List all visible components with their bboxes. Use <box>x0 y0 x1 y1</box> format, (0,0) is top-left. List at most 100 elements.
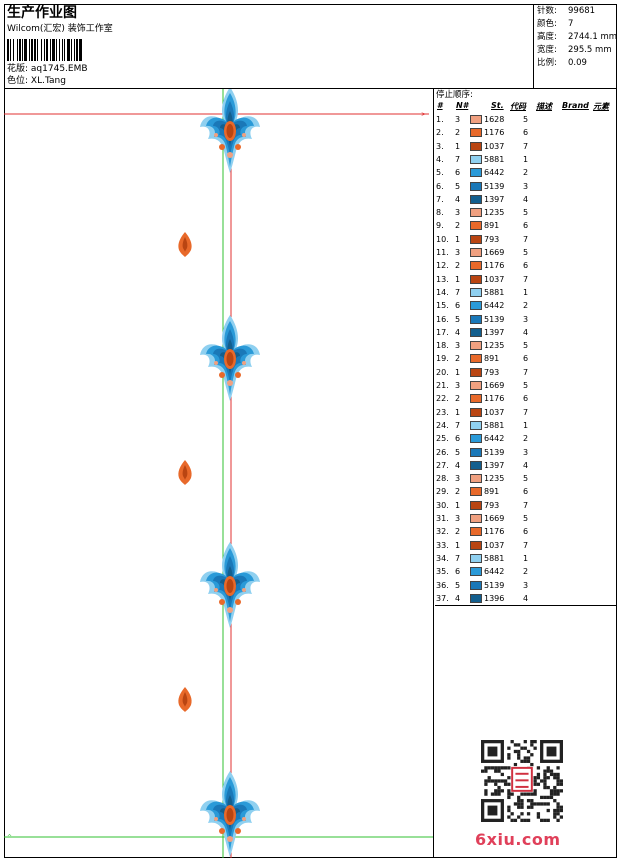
stop-code: 4 <box>523 327 529 337</box>
stop-needle: 4 <box>455 327 461 337</box>
stop-stitches: 891 <box>484 487 500 497</box>
stop-stitches: 891 <box>484 221 500 231</box>
stop-row: 7. 4 1397 4 <box>435 193 615 206</box>
stop-stitches: 1037 <box>484 274 505 284</box>
stop-needle: 6 <box>455 301 461 311</box>
thread-swatch <box>470 593 482 603</box>
stop-stitches: 6442 <box>484 168 505 178</box>
stop-index: 16. <box>436 314 449 324</box>
thread-swatch <box>470 407 482 417</box>
stop-index: 20. <box>436 367 449 377</box>
col-code: 代码 <box>510 102 526 111</box>
stop-stitches: 5881 <box>484 420 505 430</box>
stop-row: 33. 1 1037 7 <box>435 539 615 552</box>
stop-code: 2 <box>523 168 529 178</box>
stop-needle: 2 <box>455 354 461 364</box>
design-stats: 针数: 99681 颜色: 7 高度: 2744.1 mm 宽度: 295.5 mm 比… <box>535 4 617 89</box>
barcode-bar <box>44 39 45 61</box>
stop-stitches: 793 <box>484 367 500 377</box>
stop-stitches: 1397 <box>484 194 505 204</box>
barcode-bar <box>74 39 75 61</box>
stop-row: 32. 2 1176 6 <box>435 525 615 538</box>
stop-needle: 7 <box>455 553 461 563</box>
thread-swatch <box>470 261 482 271</box>
stop-code: 7 <box>523 500 529 510</box>
stop-code: 2 <box>523 434 529 444</box>
stop-stitches: 5139 <box>484 314 505 324</box>
stop-row: 34. 7 5881 1 <box>435 552 615 565</box>
thread-swatch <box>470 420 482 430</box>
stop-stitches: 1397 <box>484 460 505 470</box>
thread-swatch <box>470 540 482 550</box>
stop-index: 15. <box>436 301 449 311</box>
stop-stitches: 1628 <box>484 115 505 124</box>
stop-sequence-heading: 停止顺序: <box>436 90 473 100</box>
stop-code: 5 <box>523 341 529 351</box>
stop-stitches: 5881 <box>484 154 505 164</box>
stop-row: 14. 7 5881 1 <box>435 286 615 299</box>
stop-row: 1. 3 1628 5 <box>435 113 615 126</box>
stop-stitches: 1235 <box>484 208 505 218</box>
thread-swatch <box>470 301 482 311</box>
stop-needle: 3 <box>455 208 461 218</box>
stop-index: 19. <box>436 354 449 364</box>
stop-index: 4. <box>436 154 444 164</box>
stop-row: 8. 3 1235 5 <box>435 206 615 219</box>
thread-swatch <box>470 234 482 244</box>
stop-stitches: 1396 <box>484 593 505 603</box>
stop-index: 17. <box>436 327 449 337</box>
thread-swatch <box>470 487 482 497</box>
barcode-bar <box>59 39 60 61</box>
thread-swatch <box>470 394 482 404</box>
barcode-bar <box>22 39 23 61</box>
stop-needle: 4 <box>455 194 461 204</box>
stop-stitches: 6442 <box>484 434 505 444</box>
barcode-bar <box>13 39 14 61</box>
thread-swatch <box>470 181 482 191</box>
barcode-bar <box>31 39 33 61</box>
thread-swatch <box>470 553 482 563</box>
stop-code: 6 <box>523 261 529 271</box>
stop-needle: 2 <box>455 128 461 138</box>
stop-stitches: 1037 <box>484 407 505 417</box>
stop-index: 3. <box>436 141 444 151</box>
stop-index: 10. <box>436 234 449 244</box>
stop-row: 20. 1 793 7 <box>435 366 615 379</box>
sheet-header: 生产作业图 Wilcom(汇宏) 装饰工作室 花版: aq1745.EMB 色位… <box>4 4 617 89</box>
stop-code: 3 <box>523 447 529 457</box>
stop-index: 18. <box>436 341 449 351</box>
damask-motif-icon <box>200 771 260 857</box>
stop-code: 2 <box>523 301 529 311</box>
stop-index: 31. <box>436 514 449 523</box>
thread-swatch <box>470 460 482 470</box>
stop-row: 35. 6 6442 2 <box>435 565 615 578</box>
barcode-bar <box>29 39 30 61</box>
stop-row: 26. 5 5139 3 <box>435 446 615 459</box>
stop-stitches: 891 <box>484 354 500 364</box>
stop-row: 37. 4 1396 4 <box>435 592 615 605</box>
stop-stitches: 1037 <box>484 141 505 151</box>
thread-swatch <box>470 527 482 537</box>
barcode-bar <box>10 39 11 61</box>
stop-code: 4 <box>523 593 529 603</box>
stop-stitches: 1176 <box>484 394 505 404</box>
stop-stitches: 793 <box>484 234 500 244</box>
stop-stitches: 5881 <box>484 287 505 297</box>
stop-code: 5 <box>523 248 529 257</box>
thread-swatch <box>470 208 482 218</box>
stop-stitches: 1669 <box>484 381 505 390</box>
stop-needle: 3 <box>455 115 461 124</box>
thread-swatch <box>470 248 482 257</box>
stop-sequence-panel: 停止顺序: # N# St. 代码 描述 Brand 元素 1. 3 1628 5 2.… <box>435 89 617 606</box>
thread-swatch <box>470 115 482 124</box>
stop-row: 22. 2 1176 6 <box>435 392 615 405</box>
stop-stitches: 6442 <box>484 301 505 311</box>
thread-swatch <box>470 327 482 337</box>
stop-index: 8. <box>436 208 444 218</box>
stop-needle: 5 <box>455 314 461 324</box>
stop-index: 26. <box>436 447 449 457</box>
thread-swatch <box>470 354 482 364</box>
stop-stitches: 1176 <box>484 128 505 138</box>
stop-stitches: 5881 <box>484 553 505 563</box>
thread-swatch <box>470 194 482 204</box>
